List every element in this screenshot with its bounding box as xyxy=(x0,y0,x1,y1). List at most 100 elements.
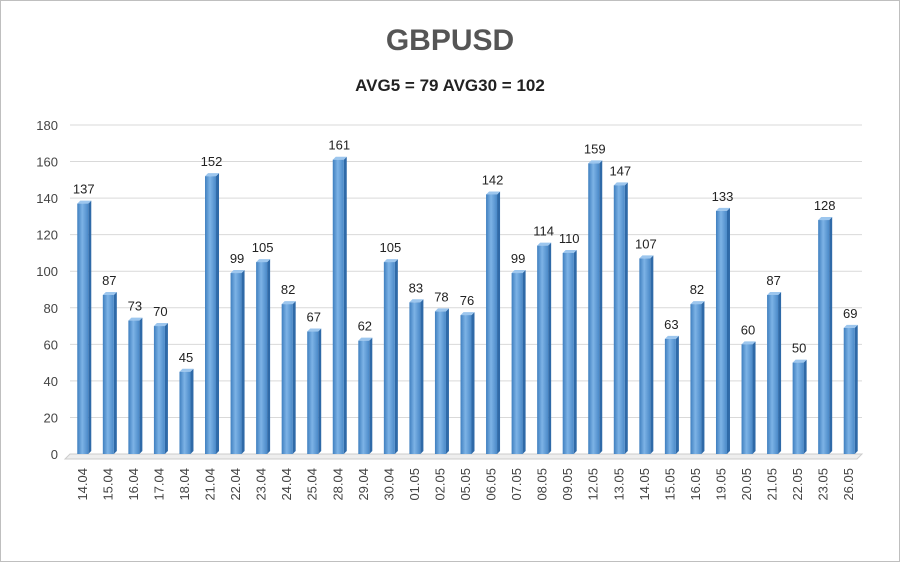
bar-01.05 xyxy=(409,299,424,454)
x-tick-label: 18.04 xyxy=(177,468,192,501)
bar-side xyxy=(88,200,92,454)
bar-top xyxy=(205,173,220,177)
bar-top xyxy=(409,299,424,303)
x-tick-label: 22.04 xyxy=(228,468,243,501)
bar-top xyxy=(281,301,296,305)
bar-top xyxy=(843,324,858,328)
data-labels: 137 87 73 70 45 152 99 105 82 67 161 62 105 83 78 76 142… xyxy=(73,138,858,365)
bar-side xyxy=(164,323,168,454)
bar-top xyxy=(792,359,807,363)
x-tick-label: 16.05 xyxy=(688,468,703,501)
bar-top xyxy=(613,182,628,186)
bar-20.05 xyxy=(741,341,756,454)
x-tick-label: 23.04 xyxy=(254,468,269,501)
bar-top xyxy=(741,341,756,345)
bar-21.05 xyxy=(767,291,782,454)
bar-top xyxy=(588,160,603,164)
data-label: 87 xyxy=(766,273,780,288)
bar-top xyxy=(767,291,782,295)
bar-side xyxy=(522,270,526,454)
data-label: 142 xyxy=(482,172,504,187)
bar-24.04 xyxy=(281,301,296,454)
bar-19.05 xyxy=(715,207,730,454)
bar-side xyxy=(752,341,756,454)
bar-top xyxy=(230,270,245,274)
data-label: 114 xyxy=(533,224,554,239)
bar-15.05 xyxy=(664,335,679,454)
bar-22.04 xyxy=(230,270,245,454)
bar-front xyxy=(843,327,855,454)
bar-front xyxy=(179,371,191,454)
x-tick-label: 15.05 xyxy=(662,468,677,501)
bar-05.05 xyxy=(460,312,475,454)
bar-front xyxy=(102,294,114,454)
bar-top xyxy=(179,368,194,372)
bar-08.05 xyxy=(537,242,552,454)
bar-side xyxy=(854,324,858,454)
bar-top xyxy=(511,270,526,274)
x-tick-label: 25.04 xyxy=(305,468,320,501)
bar-top xyxy=(715,207,730,211)
y-tick-label: 160 xyxy=(36,155,58,170)
bar-top xyxy=(664,335,679,339)
bar-front xyxy=(434,311,446,454)
data-label: 63 xyxy=(664,317,678,332)
chart-subtitle: AVG5 = 79 AVG30 = 102 xyxy=(355,76,545,95)
bar-02.05 xyxy=(434,308,449,454)
data-label: 82 xyxy=(690,282,704,297)
bar-top xyxy=(460,312,475,316)
data-label: 83 xyxy=(409,280,423,295)
x-tick-label: 14.04 xyxy=(75,468,90,501)
bar-21.04 xyxy=(205,173,220,454)
x-tick-label: 07.05 xyxy=(509,468,524,501)
bar-front xyxy=(562,252,574,454)
bar-front xyxy=(409,302,421,454)
bar-side xyxy=(292,301,296,454)
y-tick-label: 60 xyxy=(44,337,58,352)
data-label: 78 xyxy=(434,289,448,304)
data-label: 60 xyxy=(741,322,755,337)
bar-top xyxy=(690,301,705,305)
bar-16.05 xyxy=(690,301,705,454)
data-label: 105 xyxy=(380,240,402,255)
bar-side xyxy=(420,299,424,454)
x-tick-label: 21.05 xyxy=(765,468,780,501)
bar-side xyxy=(829,217,833,454)
bar-18.04 xyxy=(179,368,194,454)
bar-side xyxy=(445,308,449,454)
y-tick-label: 140 xyxy=(36,191,58,206)
axes: 0 20 40 60 80 100 120 140 160 180 14.04 15.04 16.04 1… xyxy=(36,118,864,501)
data-label: 99 xyxy=(511,251,525,266)
x-tick-label: 01.05 xyxy=(407,468,422,501)
bar-side xyxy=(803,359,807,454)
x-tick-label: 23.05 xyxy=(816,468,831,501)
bar-front xyxy=(460,315,472,454)
y-tick-label: 40 xyxy=(44,374,58,389)
bar-top xyxy=(537,242,552,246)
bar-front xyxy=(486,194,498,454)
bar-top xyxy=(562,249,577,253)
bar-top xyxy=(128,317,143,321)
bar-top xyxy=(639,255,654,259)
bar-side xyxy=(343,156,347,454)
chart-floor xyxy=(63,453,864,460)
bar-front xyxy=(639,258,651,454)
bar-top xyxy=(307,328,322,332)
bar-23.05 xyxy=(818,217,833,454)
bar-front xyxy=(332,159,344,454)
bar-top xyxy=(383,259,398,263)
bar-front xyxy=(256,262,268,454)
bar-front xyxy=(588,163,600,454)
chart-title: GBPUSD xyxy=(385,24,515,57)
bar-side xyxy=(701,301,705,454)
x-tick-label: 26.05 xyxy=(841,468,856,501)
x-tick-label: 28.04 xyxy=(330,468,345,501)
y-tick-label: 120 xyxy=(36,228,58,243)
bar-side xyxy=(548,242,552,454)
data-label: 110 xyxy=(559,231,580,246)
bar-top xyxy=(77,200,92,204)
bar-side xyxy=(497,191,501,454)
x-tick-label: 02.05 xyxy=(432,468,447,501)
bar-front xyxy=(792,362,804,454)
bar-side xyxy=(139,317,143,454)
